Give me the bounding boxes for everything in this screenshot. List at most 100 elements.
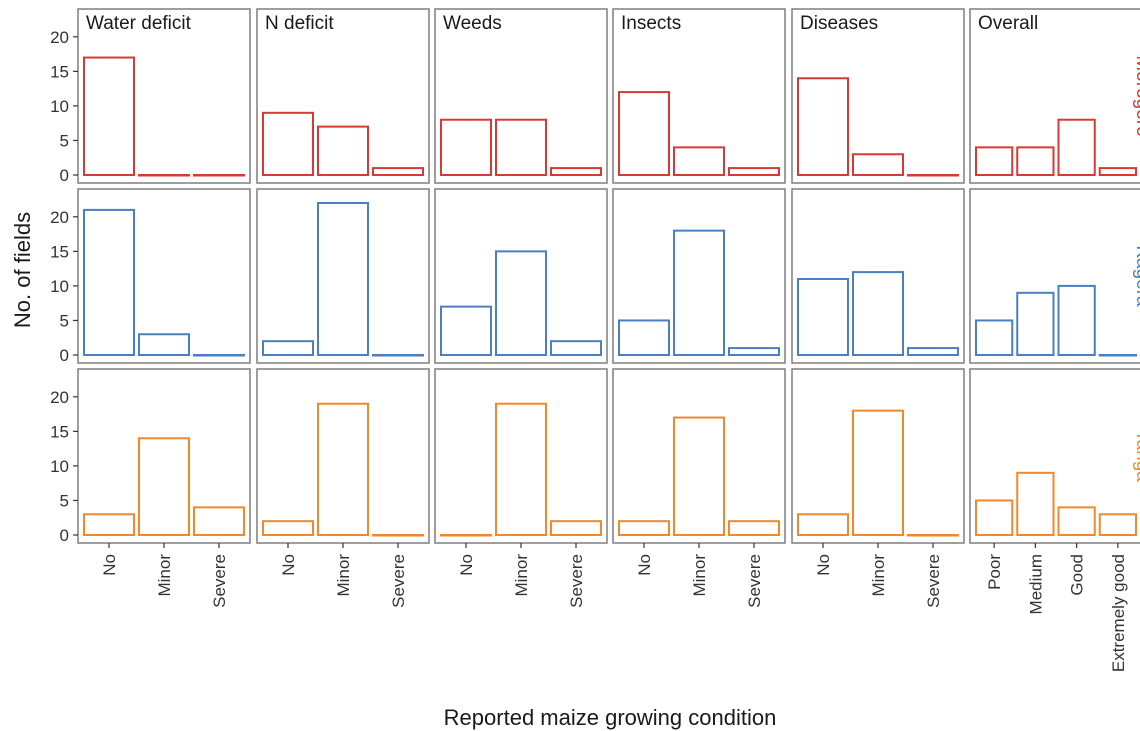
x-tick-label: Poor xyxy=(985,554,1004,590)
row-label: Kagera xyxy=(1132,245,1140,307)
x-tick-label: No xyxy=(279,554,298,576)
labels-layer: 0 5 10 15 20 Morogoro 0 5 10 15 20 Kagera 0 5 10 15 20 No… xyxy=(50,28,1140,672)
bar xyxy=(262,520,314,537)
bar xyxy=(1016,471,1055,536)
x-tick-label: Extremely good xyxy=(1109,554,1128,672)
bar xyxy=(83,513,135,536)
bar xyxy=(797,513,849,536)
panel-border xyxy=(77,368,251,544)
facet-panel xyxy=(434,368,608,544)
facet-title: Water deficit xyxy=(86,13,192,34)
bar xyxy=(1016,146,1055,176)
bar xyxy=(440,118,492,176)
bar xyxy=(797,77,849,176)
bar xyxy=(852,271,904,356)
x-tick-label: Severe xyxy=(745,554,764,608)
bar xyxy=(975,146,1014,176)
x-tick-label: Minor xyxy=(155,554,174,597)
facet-title: Diseases xyxy=(800,13,878,34)
panel-border xyxy=(612,188,786,364)
bar xyxy=(1098,354,1137,357)
bar xyxy=(728,520,780,537)
facet-panel: Overall xyxy=(969,8,1140,184)
bar xyxy=(317,402,369,536)
panel-border xyxy=(969,8,1140,184)
x-tick-label: No xyxy=(457,554,476,576)
facet-panel: Diseases xyxy=(791,8,965,184)
panel-border xyxy=(434,188,608,364)
bar xyxy=(550,340,602,357)
bar xyxy=(317,125,369,176)
x-tick-label: No xyxy=(635,554,654,576)
facet-panel: Insects xyxy=(612,8,786,184)
bar xyxy=(83,56,135,176)
bar xyxy=(372,167,424,177)
facet-title: Overall xyxy=(978,13,1038,34)
bar xyxy=(1057,284,1096,356)
facet-panel xyxy=(612,188,786,364)
x-tick-label: Severe xyxy=(567,554,586,608)
bar xyxy=(138,437,190,537)
panel-border xyxy=(256,8,430,184)
bar xyxy=(1098,167,1137,177)
bar xyxy=(673,416,725,536)
bar xyxy=(907,534,959,537)
panel-border xyxy=(612,368,786,544)
facet-panel xyxy=(791,188,965,364)
x-tick-label: Minor xyxy=(512,554,531,597)
bar xyxy=(193,354,245,357)
bar xyxy=(1098,513,1137,536)
facet-panel xyxy=(612,368,786,544)
panel-border xyxy=(77,8,251,184)
y-tick-label: 0 xyxy=(60,526,69,545)
bar xyxy=(495,118,547,176)
bar xyxy=(262,340,314,357)
y-tick-label: 5 xyxy=(60,131,69,150)
bar xyxy=(618,319,670,357)
facet-title: N deficit xyxy=(265,13,334,34)
facet-panel: Water deficit xyxy=(77,8,251,184)
bar xyxy=(728,167,780,177)
row-label: Tanga xyxy=(1132,430,1140,482)
bar xyxy=(138,174,190,177)
facet-title: Weeds xyxy=(443,13,502,34)
x-tick-label: Minor xyxy=(334,554,353,597)
panel-border xyxy=(256,368,430,544)
panel-border xyxy=(256,188,430,364)
bar xyxy=(1057,506,1096,537)
y-tick-label: 0 xyxy=(60,346,69,365)
bar xyxy=(728,347,780,357)
bar xyxy=(907,174,959,177)
y-tick-label: 15 xyxy=(50,422,69,441)
bar xyxy=(495,402,547,536)
bar xyxy=(618,91,670,176)
panel-border xyxy=(791,188,965,364)
bar xyxy=(907,347,959,357)
facet-panel: Weeds xyxy=(434,8,608,184)
bar xyxy=(673,146,725,176)
x-tick-label: Medium xyxy=(1026,554,1045,614)
x-axis-title: Reported maize growing condition xyxy=(444,705,777,730)
y-tick-label: 5 xyxy=(60,491,69,510)
bar xyxy=(673,229,725,357)
panel-border xyxy=(791,8,965,184)
y-tick-label: 15 xyxy=(50,62,69,81)
row-label: Morogoro xyxy=(1132,55,1140,136)
bar xyxy=(852,409,904,536)
bar xyxy=(1057,118,1096,176)
panel-border xyxy=(77,188,251,364)
facet-title: Insects xyxy=(621,13,681,34)
panel-border xyxy=(969,368,1140,544)
bar xyxy=(1016,291,1055,356)
bar xyxy=(83,208,135,356)
bar xyxy=(550,167,602,177)
panel-border xyxy=(791,368,965,544)
bar xyxy=(317,202,369,356)
y-tick-label: 0 xyxy=(60,166,69,185)
panel-border xyxy=(434,368,608,544)
facet-panel xyxy=(969,188,1140,364)
y-tick-label: 10 xyxy=(50,277,69,296)
x-tick-label: Severe xyxy=(389,554,408,608)
x-tick-label: No xyxy=(100,554,119,576)
